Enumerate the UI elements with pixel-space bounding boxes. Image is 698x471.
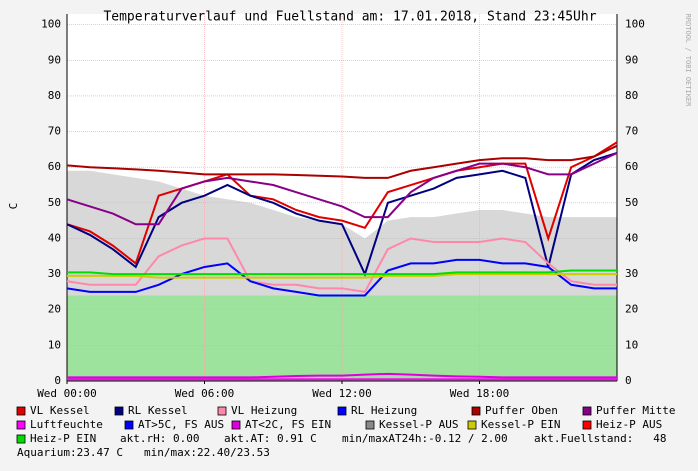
series-line (66, 152, 618, 277)
y-axis-label: C (7, 203, 20, 210)
x-tick-label: Wed 12:00 (312, 387, 372, 400)
y2-tick-label: 100 (625, 18, 645, 31)
legend-swatch (365, 420, 375, 430)
legend-label: Luftfeuchte (30, 418, 103, 431)
legend-swatch (16, 420, 26, 430)
side-label: RRDTOOL / TOBI OETIKER (684, 14, 692, 108)
y-tick-label: 10 (48, 338, 61, 351)
chart-title: Temperaturverlauf und Fuellstand am: 17.… (103, 10, 596, 25)
series-line (66, 237, 617, 294)
y-tick-label: 70 (48, 125, 61, 138)
y-tick-label: 20 (48, 303, 61, 316)
y-tick-label: 30 (48, 267, 61, 280)
legend-label: AT>5C, FS AUS (138, 418, 224, 431)
y2-tick-label: 60 (625, 160, 638, 173)
legend-label: VL Heizung (231, 404, 297, 417)
series-line (67, 273, 617, 279)
legend-swatch (231, 420, 241, 430)
series-line (66, 258, 617, 297)
note: min/max:22.40/23.53 (144, 446, 270, 459)
series-line (66, 144, 618, 179)
legend-label: Puffer Mitte (596, 404, 675, 417)
legend-swatch (582, 420, 592, 430)
legend-label: Heiz-P AUS (596, 418, 662, 431)
legend-swatch (124, 420, 134, 430)
y2-tick-label: 80 (625, 89, 638, 102)
x-tick-label: Wed 00:00 (37, 387, 97, 400)
y-tick-label: 60 (48, 160, 61, 173)
series-line (67, 372, 617, 379)
series-line (66, 141, 618, 266)
legend-label: AT<2C, FS EIN (245, 418, 331, 431)
y-tick-label: 0 (54, 374, 61, 387)
y2-tick-label: 30 (625, 267, 638, 280)
note: akt.rH: 0.00 (120, 432, 199, 445)
legend-swatch (217, 406, 227, 416)
y2-tick-label: 70 (625, 125, 638, 138)
legend-swatch (467, 420, 477, 430)
note: min/maxAT24h:-0.12 / 2.00 (342, 432, 508, 445)
legend-swatch (16, 434, 26, 444)
y-tick-label: 40 (48, 231, 61, 244)
legend-label: Kessel-P AUS (379, 418, 458, 431)
note: akt.AT: 0.91 C (224, 432, 317, 445)
legend-label: Puffer Oben (485, 404, 558, 417)
legend-label: Heiz-P EIN (30, 432, 96, 445)
legend-label: VL Kessel (30, 404, 90, 417)
note: akt.Fuellstand: 48 (534, 432, 666, 445)
y2-tick-label: 10 (625, 338, 638, 351)
y2-tick-label: 90 (625, 53, 638, 66)
y-tick-label: 80 (48, 89, 61, 102)
legend-swatch (582, 406, 592, 416)
y2-tick-label: 40 (625, 231, 638, 244)
series-line (66, 152, 618, 226)
y2-tick-label: 20 (625, 303, 638, 316)
legend-label: RL Heizung (351, 404, 417, 417)
y-tick-label: 90 (48, 53, 61, 66)
series-line (67, 269, 617, 276)
legend-label: Kessel-P EIN (481, 418, 560, 431)
legend-swatch (16, 406, 26, 416)
y-tick-label: 50 (48, 196, 61, 209)
y2-tick-label: 0 (625, 374, 632, 387)
legend-swatch (471, 406, 481, 416)
y-tick-label: 100 (41, 18, 61, 31)
x-tick-label: Wed 06:00 (175, 387, 235, 400)
x-tick-label: Wed 18:00 (450, 387, 510, 400)
legend-label: RL Kessel (128, 404, 188, 417)
y2-tick-label: 50 (625, 196, 638, 209)
note: Aquarium:23.47 C (17, 446, 123, 459)
legend-swatch (337, 406, 347, 416)
legend-swatch (114, 406, 124, 416)
